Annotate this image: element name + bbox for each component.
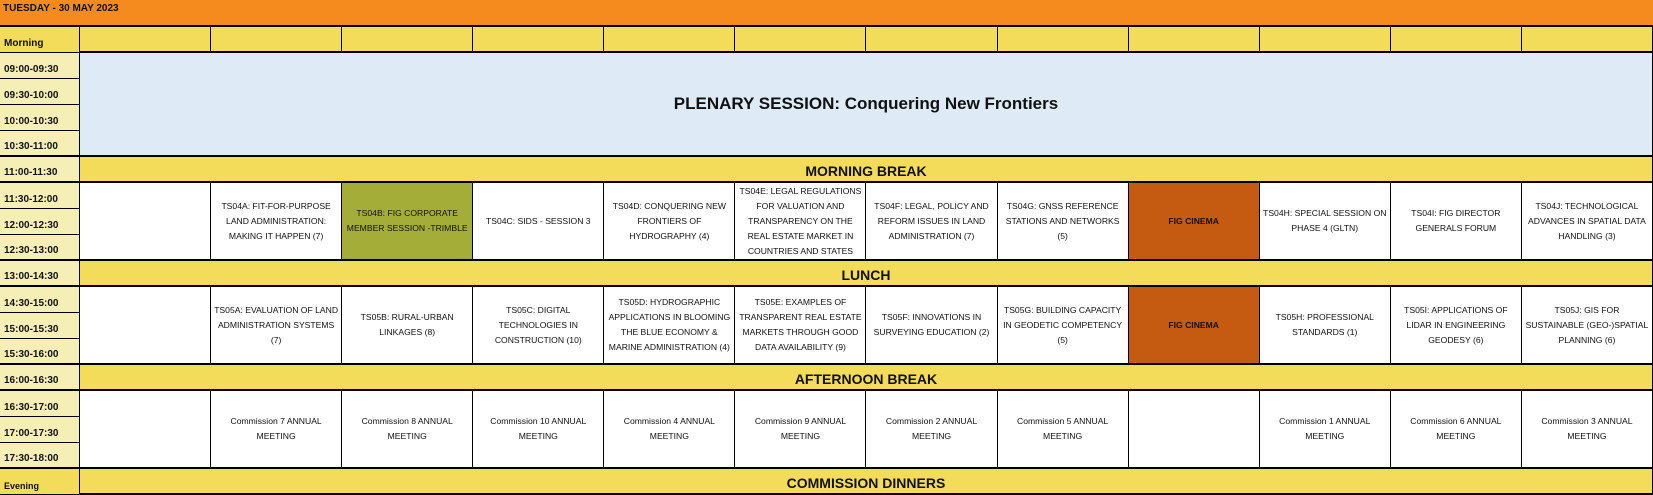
header-cell: [211, 27, 343, 53]
session-cell[interactable]: Commission 9 ANNUAL MEETING: [735, 391, 867, 469]
empty-cell: [80, 287, 212, 365]
session-cell[interactable]: Commission 8 ANNUAL MEETING: [342, 391, 474, 469]
header-cell: [604, 27, 736, 53]
time-slot-label: 09:00-09:30: [0, 53, 80, 79]
header-cell: [1521, 27, 1653, 53]
session-cell[interactable]: TS05F: INNOVATIONS IN SURVEYING EDUCATIO…: [866, 287, 998, 365]
time-slot-label: 11:30-12:00: [0, 183, 80, 209]
header-cell: [342, 27, 474, 53]
header-cell: [1259, 27, 1391, 53]
time-slot-label: 17:00-17:30: [0, 417, 80, 443]
session-cell[interactable]: TS05J: GIS FOR SUSTAINABLE (GEO-)SPATIAL…: [1521, 287, 1653, 365]
time-slot-label: 09:30-10:00: [0, 79, 80, 105]
header-cell: [1390, 27, 1522, 53]
empty-cell: [80, 183, 212, 261]
time-slot-label: 11:00-11:30: [0, 157, 80, 183]
header-cell: [997, 27, 1129, 53]
fig-cinema-cell[interactable]: FIG CINEMA: [1128, 183, 1260, 261]
header-cell: [866, 27, 998, 53]
time-slot-label: 12:30-13:00: [0, 235, 80, 261]
session-cell[interactable]: TS04J: TECHNOLOGICAL ADVANCES IN SPATIAL…: [1521, 183, 1653, 261]
session-cell[interactable]: TS04A: FIT-FOR-PURPOSE LAND ADMINISTRATI…: [211, 183, 343, 261]
session-cell[interactable]: TS05A: EVALUATION OF LAND ADMINISTRATION…: [211, 287, 343, 365]
fig-cinema-cell[interactable]: FIG CINEMA: [1128, 287, 1260, 365]
session-cell[interactable]: Commission 1 ANNUAL MEETING: [1259, 391, 1391, 469]
session-cell[interactable]: TS05D: HYDROGRAPHIC APPLICATIONS IN BLOO…: [604, 287, 736, 365]
time-slot-label: 10:00-10:30: [0, 105, 80, 131]
session-cell[interactable]: TS05I: APPLICATIONS OF LIDAR IN ENGINEER…: [1390, 287, 1522, 365]
time-slot-label: 16:30-17:00: [0, 391, 80, 417]
time-slot-label: 13:00-14:30: [0, 261, 80, 287]
time-slot-label: 15:30-16:00: [0, 339, 80, 365]
session-cell[interactable]: Commission 5 ANNUAL MEETING: [997, 391, 1129, 469]
morning-break-band: MORNING BREAK: [80, 157, 1653, 183]
empty-cell: [80, 391, 212, 469]
morning-label: Morning: [0, 27, 80, 53]
session-cell[interactable]: TS04E: LEGAL REGULATIONS FOR VALUATION A…: [735, 183, 867, 261]
session-cell[interactable]: TS04G: GNSS REFERENCE STATIONS AND NETWO…: [997, 183, 1129, 261]
header-cell: [80, 27, 212, 53]
header-cell: [735, 27, 867, 53]
day-title: TUESDAY - 30 MAY 2023: [0, 0, 1653, 27]
session-cell[interactable]: Commission 4 ANNUAL MEETING: [604, 391, 736, 469]
session-cell[interactable]: TS04D: CONQUERING NEW FRONTIERS OF HYDRO…: [604, 183, 736, 261]
session-cell[interactable]: TS05H: PROFESSIONAL STANDARDS (1): [1259, 287, 1391, 365]
session-cell[interactable]: Commission 10 ANNUAL MEETING: [473, 391, 605, 469]
session-cell[interactable]: Commission 6 ANNUAL MEETING: [1390, 391, 1522, 469]
session-cell[interactable]: TS05C: DIGITAL TECHNOLOGIES IN CONSTRUCT…: [473, 287, 605, 365]
afternoon-break-band: AFTERNOON BREAK: [80, 365, 1653, 391]
session-cell[interactable]: TS04I: FIG DIRECTOR GENERALS FORUM: [1390, 183, 1522, 261]
empty-cell: [1128, 391, 1260, 469]
session-cell[interactable]: TS05B: RURAL-URBAN LINKAGES (8): [342, 287, 474, 365]
time-slot-label: 14:30-15:00: [0, 287, 80, 313]
session-cell[interactable]: Commission 3 ANNUAL MEETING: [1521, 391, 1653, 469]
session-cell[interactable]: TS05G: BUILDING CAPACITY IN GEODETIC COM…: [997, 287, 1129, 365]
session-cell[interactable]: Commission 7 ANNUAL MEETING: [211, 391, 343, 469]
session-cell[interactable]: TS05E: EXAMPLES OF TRANSPARENT REAL ESTA…: [735, 287, 867, 365]
session-cell[interactable]: TS04B: FIG CORPORATE MEMBER SESSION -TRI…: [342, 183, 474, 261]
plenary-session[interactable]: PLENARY SESSION: Conquering New Frontier…: [80, 53, 1653, 157]
session-cell[interactable]: TS04H: SPECIAL SESSION ON PHASE 4 (GLTN): [1259, 183, 1391, 261]
session-cell[interactable]: TS04C: SIDS - SESSION 3: [473, 183, 605, 261]
session-cell[interactable]: TS04F: LEGAL, POLICY AND REFORM ISSUES I…: [866, 183, 998, 261]
time-slot-label: 16:00-16:30: [0, 365, 80, 391]
lunch-band: LUNCH: [80, 261, 1653, 287]
time-slot-label: 12:00-12:30: [0, 209, 80, 235]
header-cell: [1128, 27, 1260, 53]
session-cell[interactable]: Commission 2 ANNUAL MEETING: [866, 391, 998, 469]
commission-dinners-band: COMMISSION DINNERS: [80, 469, 1653, 495]
evening-label: Evening: [0, 469, 80, 495]
time-slot-label: 17:30-18:00: [0, 443, 80, 469]
time-slot-label: 10:30-11:00: [0, 131, 80, 157]
time-slot-label: 15:00-15:30: [0, 313, 80, 339]
header-cell: [473, 27, 605, 53]
